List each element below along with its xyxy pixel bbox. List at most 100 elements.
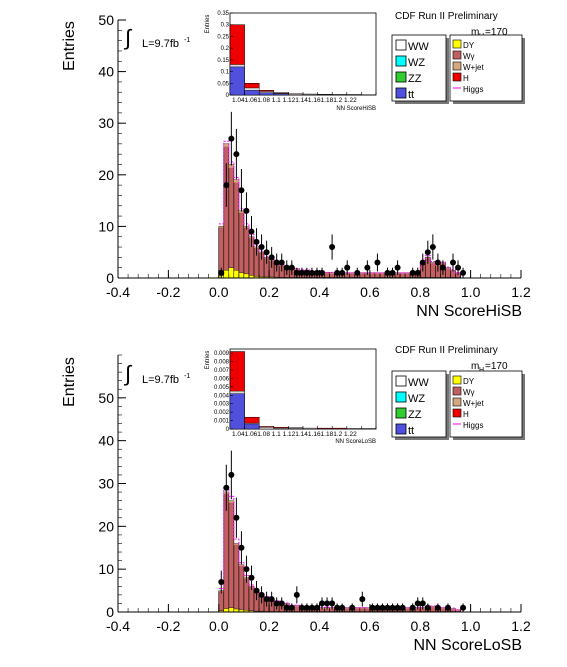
data-point: [293, 591, 300, 598]
data-point: [258, 591, 265, 598]
data-point: [218, 579, 225, 586]
inset-bar-ww: [302, 427, 318, 430]
y-tick-label: 0: [106, 270, 114, 286]
inset-y-tick-label: 0.35: [217, 11, 229, 17]
data-point: [283, 264, 290, 271]
data-point: [460, 604, 467, 611]
inset-bar-h: [317, 427, 333, 430]
data-point: [364, 264, 371, 271]
y-tick-label: 10: [98, 561, 114, 577]
legend-swatch: [395, 39, 407, 51]
inset-bar-ww: [273, 427, 289, 430]
data-point: [273, 600, 280, 607]
data-point: [414, 269, 421, 276]
data-point: [329, 600, 336, 607]
data-point: [434, 259, 441, 266]
legend-entry-label: WW: [408, 377, 429, 389]
legend-entry-label: DY: [463, 377, 475, 386]
data-point: [369, 604, 376, 611]
panel-bottom: -0.4 -0.2 0.0 0.2 0.4 0.6 0.8 1.0 1.2 0 10 20 30 40 50…: [61, 345, 531, 654]
legend-swatch: [452, 408, 462, 418]
lumi-value: L=9.7fb: [142, 38, 179, 50]
x-tick-label: 0.8: [411, 284, 431, 300]
inset-bar-tt: [244, 90, 260, 96]
data-point: [419, 600, 426, 607]
inset-y-tick-label: 0.004: [214, 393, 230, 399]
legend-entry-label: tt: [408, 89, 414, 101]
higgs-signal-line: [218, 140, 471, 279]
stack-bar-wjet: [238, 564, 244, 566]
integral-symbol: ∫: [123, 361, 133, 386]
inset-bar-tt: [229, 393, 245, 430]
legend-entry-label: DY: [463, 41, 475, 50]
data-point: [288, 264, 295, 271]
data-point: [223, 182, 230, 189]
inset-bar-tt: [259, 92, 275, 96]
x-tick-label: 0.0: [209, 618, 229, 634]
data-point: [359, 596, 366, 603]
inset-y-tick-label: 0.2: [221, 46, 230, 52]
data-point: [243, 207, 250, 214]
data-point: [258, 244, 265, 251]
data-point: [228, 471, 235, 478]
legend-swatch: [452, 61, 462, 71]
inset-y-tick-label: 0.002: [214, 410, 230, 416]
inset-y-tick-label: 0.1: [221, 70, 230, 76]
legend-entry-label: W+jet: [463, 63, 484, 72]
data-point: [218, 269, 225, 276]
data-point: [233, 514, 240, 521]
inset-bar-ww: [288, 93, 304, 96]
stack-bar-wjet: [450, 608, 456, 610]
y-tick-label: 10: [98, 218, 114, 234]
stack-bar-dy: [228, 607, 235, 613]
stack-bar-wjet: [445, 267, 451, 269]
legend-entry-label: WZ: [408, 393, 425, 405]
legend-swatch: [395, 423, 407, 435]
data-point: [384, 604, 391, 611]
x-tick-label: -0.4: [106, 284, 130, 300]
data-point: [313, 269, 320, 276]
data-point: [339, 604, 346, 611]
data-point: [424, 604, 431, 611]
legend-swatch: [452, 39, 462, 49]
data-point: [409, 269, 416, 276]
stack-bar-wjet: [228, 500, 234, 503]
stack-bar-wjet: [238, 210, 244, 213]
data-point: [303, 269, 310, 276]
x-tick-label: 0.8: [411, 618, 431, 634]
stack-bar-wgamma: [430, 262, 436, 279]
data-point: [434, 604, 441, 611]
legend-swatch: [395, 391, 407, 403]
y-tick-label: 0: [106, 604, 114, 620]
legend-swatch: [395, 375, 407, 387]
stack-bar-wjet: [379, 272, 385, 274]
data-point: [263, 596, 270, 603]
data-point: [344, 264, 351, 271]
data-point: [394, 264, 401, 271]
inset-y-tick-label: 0: [226, 427, 230, 433]
mass-value: =170: [485, 27, 508, 38]
lumi-label: ∫ L=9.7fb -1: [123, 361, 190, 386]
legend-swatch: [395, 87, 407, 99]
legend-entry-label: tt: [408, 425, 414, 437]
stack-bar-wjet: [218, 226, 224, 228]
legend-entry-label: H: [463, 74, 469, 83]
data-point: [444, 604, 451, 611]
inset-x-label: NN ScoreHiSB: [336, 106, 376, 112]
inset-bar-tt: [273, 93, 289, 96]
legend-entry-label: ZZ: [408, 409, 422, 421]
data-point: [248, 228, 255, 235]
data-point: [429, 244, 436, 251]
data-point: [238, 187, 245, 194]
data-point: [374, 604, 381, 611]
data-point: [455, 264, 462, 271]
stack-bar-wjet: [400, 272, 406, 274]
legend-entry-label: Wγ: [463, 388, 475, 397]
inset-plot-losb: 0 0.001 0.002 0.003 0.004 0.005 0.006 0.007 0.00…: [214, 348, 377, 433]
stack-bar-wgamma: [248, 585, 255, 613]
legend-swatch: [452, 375, 462, 385]
data-point: [298, 269, 305, 276]
y-tick-label: 50: [98, 12, 114, 28]
legend-swatch: [395, 407, 407, 419]
data-point: [460, 269, 467, 276]
